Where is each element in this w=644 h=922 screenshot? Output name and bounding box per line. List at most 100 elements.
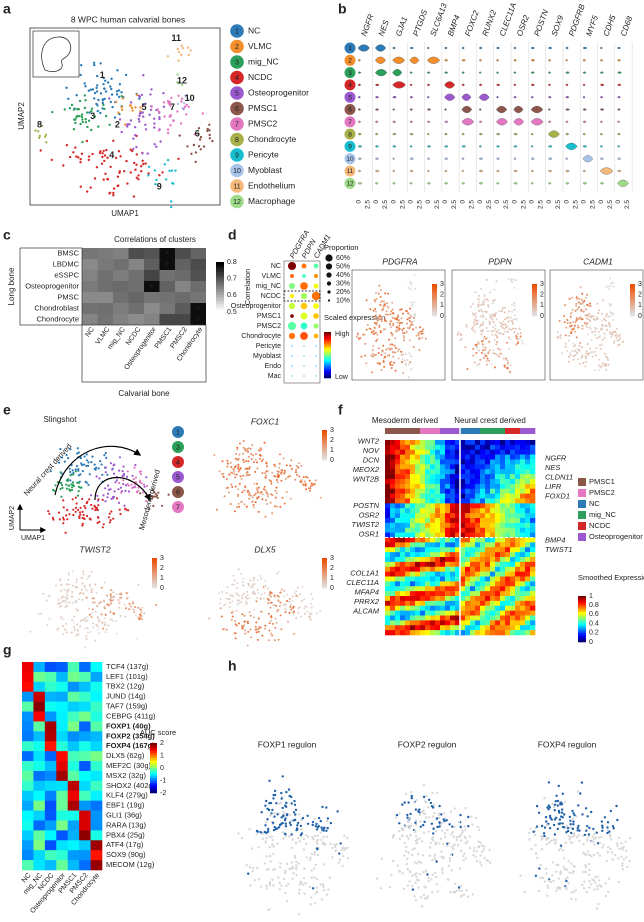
cell-dot	[453, 843, 455, 845]
heatmap-cell	[520, 572, 525, 577]
heatmap-cell	[475, 484, 480, 489]
cell-dot	[255, 453, 257, 455]
heatmap-cell	[485, 606, 490, 611]
heatmap-cell	[500, 508, 505, 513]
cell-dot	[250, 448, 252, 450]
cell-dot	[153, 118, 155, 120]
heatmap-cell	[460, 479, 465, 484]
cell-dot	[384, 318, 386, 320]
cell-dot	[136, 177, 138, 179]
heatmap-cell	[450, 494, 455, 499]
cell-dot	[71, 489, 73, 491]
heatmap-cell	[415, 489, 420, 494]
cell-dot	[312, 887, 314, 889]
cell-dot	[380, 289, 382, 291]
cell-dot	[198, 145, 200, 147]
heatmap-cell	[68, 771, 80, 781]
cell-dot	[488, 849, 490, 851]
cell-dot	[498, 356, 500, 358]
cell-dot	[315, 479, 317, 481]
cell-dot	[477, 320, 479, 322]
cell-dot	[95, 87, 97, 89]
heatmap-cell	[480, 567, 485, 572]
cell-dot	[289, 465, 291, 467]
cell-dot	[577, 302, 579, 304]
dot	[303, 355, 304, 356]
violin	[393, 69, 402, 76]
cell-dot	[267, 830, 269, 832]
cell-dot	[302, 884, 304, 886]
heatmap-cell	[470, 528, 475, 533]
colorbar-step	[150, 763, 157, 766]
heatmap-cell	[420, 450, 425, 455]
cell-dot	[301, 586, 303, 588]
cell-dot	[443, 820, 445, 822]
cell-dot	[487, 306, 489, 308]
cell-dot	[287, 883, 289, 885]
heatmap-cell	[385, 611, 390, 616]
violin	[410, 84, 412, 86]
heatmap-cell	[470, 557, 475, 562]
cell-dot	[238, 595, 240, 597]
heatmap-cell	[79, 811, 91, 821]
cell-dot	[480, 324, 482, 326]
cell-dot	[569, 352, 571, 354]
heatmap-cell	[22, 791, 34, 801]
heatmap-cell	[475, 445, 480, 450]
cell-dot	[435, 876, 437, 878]
cell-dot	[463, 852, 465, 854]
heatmap-cell	[435, 494, 440, 499]
violin	[496, 96, 498, 98]
cell-dot	[264, 805, 266, 807]
cell-dot	[110, 101, 112, 103]
cell-dot	[484, 298, 486, 300]
heatmap-cell	[400, 474, 405, 479]
cell-dot	[82, 599, 84, 601]
cell-dot	[150, 109, 152, 111]
heatmap-cell	[390, 572, 395, 577]
cell-dot	[280, 792, 282, 794]
cell-dot	[436, 792, 438, 794]
cell-dot	[109, 612, 111, 614]
violin	[514, 133, 518, 135]
heatmap-cell	[435, 489, 440, 494]
cell-dot	[341, 849, 343, 851]
heatmap-cell	[510, 499, 515, 504]
cell-dot	[94, 584, 96, 586]
cell-dot	[81, 118, 83, 120]
cell-dot	[228, 598, 230, 600]
cell-dot	[613, 331, 615, 333]
heatmap-cell	[520, 455, 525, 460]
cell-dot	[208, 618, 210, 620]
cell-dot	[75, 507, 77, 509]
violin	[548, 96, 551, 98]
violin	[600, 146, 603, 148]
heatmap-cell	[465, 625, 470, 630]
cell-dot	[106, 629, 108, 631]
heatmap-cell	[510, 455, 515, 460]
heatmap-cell	[420, 552, 425, 557]
heatmap-cell	[440, 562, 445, 567]
cell-dot	[276, 622, 278, 624]
cell-dot	[431, 792, 433, 794]
dot	[315, 355, 316, 356]
heatmap-cell	[410, 460, 415, 465]
cell-dot	[371, 331, 373, 333]
cell-dot	[295, 471, 297, 473]
heatmap-cell	[515, 616, 520, 621]
cell-dot	[260, 578, 262, 580]
cell-dot	[235, 592, 237, 594]
cell-dot	[181, 98, 183, 100]
dot	[302, 274, 306, 278]
heatmap-cell	[415, 503, 420, 508]
heatmap-cell	[68, 692, 80, 702]
cell-dot	[451, 869, 453, 871]
axis-tick: 0	[563, 200, 570, 204]
heatmap-cell	[520, 494, 525, 499]
gene-label: TWIST1	[545, 545, 573, 554]
cell-dot	[73, 128, 75, 130]
cell-dot	[292, 612, 294, 614]
cell-dot	[245, 864, 247, 866]
heatmap-cell	[480, 538, 485, 543]
heatmap-cell	[470, 620, 475, 625]
